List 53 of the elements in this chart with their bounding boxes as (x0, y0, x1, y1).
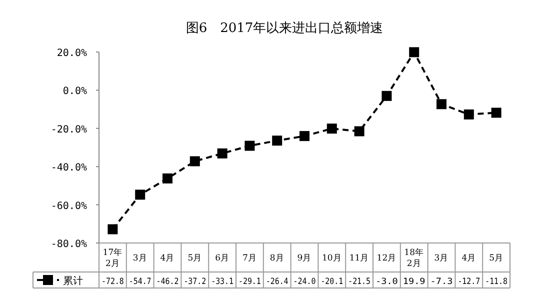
point (300, 131, 310, 142)
x-tick-label: 17年 2月 (102, 247, 123, 269)
y-tick-label: 20.0% (56, 48, 87, 59)
data-label: -11.8 (485, 277, 511, 287)
x-tick-label: 9月 (297, 254, 312, 264)
point (464, 109, 474, 120)
data-label: 19.9 (402, 277, 426, 287)
y-tick-label: -60.0% (50, 200, 87, 212)
x-tick-label: 5月 (489, 254, 504, 264)
point (244, 140, 255, 151)
data-label: -20.1 (320, 277, 346, 287)
data-label: -3.0 (376, 277, 398, 287)
x-tick-label: 4月 (160, 254, 175, 264)
y-tick-label: -20.0% (50, 124, 87, 136)
point (491, 108, 502, 118)
point (217, 148, 228, 158)
data-label: -72.8 (102, 277, 128, 287)
point (354, 126, 364, 136)
point (382, 90, 392, 101)
data-label: -24.0 (293, 277, 319, 287)
chart-title: 图6 2017年以来进出口总额增速 (186, 21, 384, 36)
legend-label: 累计 (63, 275, 83, 287)
point (190, 156, 200, 166)
data-label: -7.3 (430, 277, 453, 287)
data-label: -26.4 (266, 277, 292, 287)
x-tick-label: 10月 (322, 254, 342, 264)
point (108, 224, 118, 234)
x-tick-label: 12月 (376, 254, 397, 264)
point (409, 47, 420, 58)
y-tick-label: -80.0% (50, 239, 87, 250)
point (135, 190, 146, 200)
point (272, 136, 282, 146)
data-label: -29.1 (238, 277, 264, 287)
x-tick-label: 8月 (270, 254, 284, 264)
point (162, 173, 172, 184)
x-tick-label: 5月 (188, 254, 202, 264)
data-label: -46.2 (156, 277, 182, 287)
x-tick-label: 7月 (242, 254, 257, 264)
x-tick-label: 4月 (462, 254, 476, 264)
x-tick-label: 11月 (349, 254, 370, 264)
data-label: -33.1 (211, 277, 237, 287)
x-tick-label: 3月 (132, 254, 148, 264)
point (326, 124, 337, 134)
y-tick-label: 0.0% (62, 86, 87, 98)
x-tick-label: 18年 2月 (404, 247, 424, 269)
data-label: -12.7 (458, 277, 484, 287)
y-tick-label: -40.0% (50, 162, 87, 174)
data-label: -37.2 (184, 277, 210, 287)
x-tick-label: 3月 (434, 254, 449, 264)
data-label: -54.7 (128, 277, 154, 287)
data-label: -21.5 (348, 277, 374, 287)
x-tick-label: 6月 (215, 254, 230, 264)
point (436, 99, 446, 110)
